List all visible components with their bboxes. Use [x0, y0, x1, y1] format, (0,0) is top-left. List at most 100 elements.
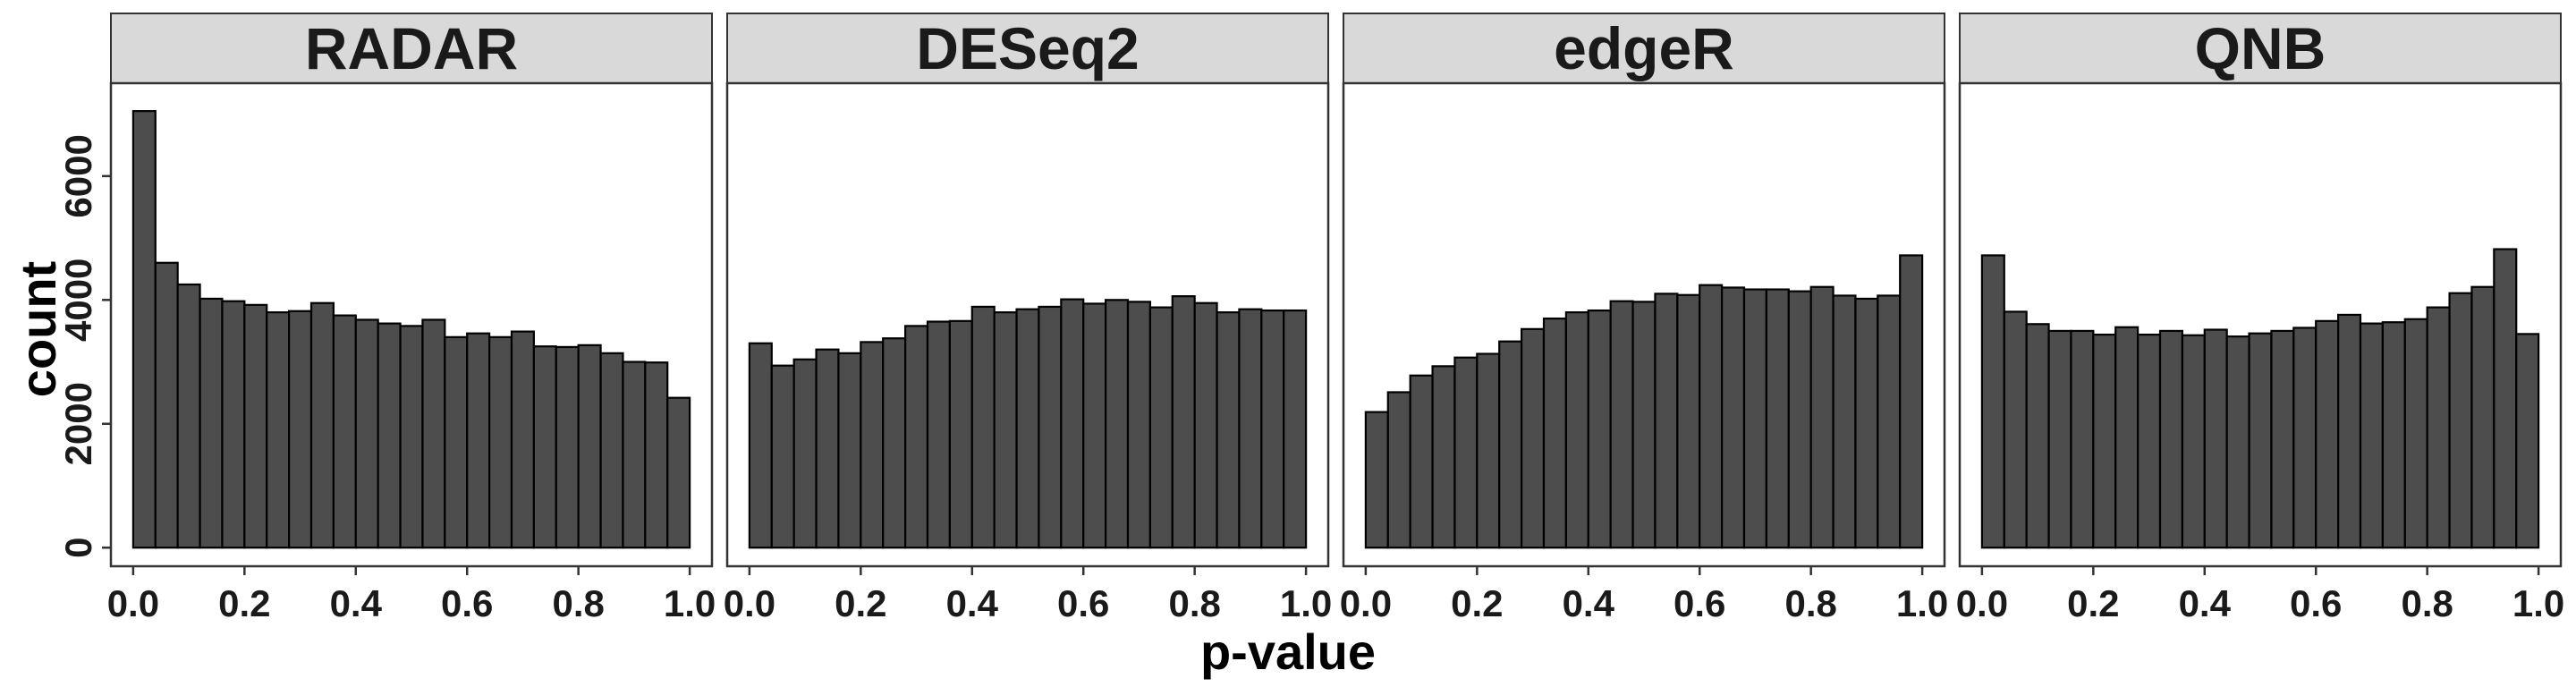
bar-edger-13	[1654, 293, 1679, 549]
bar-edger-7	[1521, 327, 1546, 549]
bar-radar-14	[444, 335, 469, 549]
bar-edger-5	[1476, 352, 1501, 549]
bar-deseq2-0	[748, 342, 773, 549]
strip-label-qnb: QNB	[2195, 15, 2326, 81]
bar-edger-10	[1587, 309, 1612, 549]
panel-deseq2: DESeq2 0.0 0.2 0.4 0.6 0.8 1.0	[724, 13, 1332, 624]
panel-border-deseq2	[725, 81, 1330, 568]
bar-qnb-7	[2137, 333, 2162, 549]
bar-edger-19	[1787, 290, 1812, 549]
x-tick-label: 0.0	[1956, 582, 2008, 624]
bar-radar-4	[221, 300, 246, 549]
x-tick-label: 0.6	[1674, 582, 1725, 624]
x-tick-label: 0.6	[1057, 582, 1109, 624]
x-tick-label: 0.6	[2290, 582, 2342, 624]
bar-qnb-3	[2047, 329, 2072, 549]
bar-edger-3	[1431, 365, 1456, 549]
bar-qnb-11	[2225, 335, 2250, 549]
x-tick-label: 0.4	[330, 582, 383, 624]
bar-edger-11	[1609, 300, 1634, 549]
bar-qnb-16	[2337, 313, 2362, 549]
x-tick-label: 0.6	[441, 582, 493, 624]
bar-deseq2-5	[860, 341, 885, 549]
bar-qnb-24	[2515, 333, 2540, 549]
bar-qnb-14	[2292, 327, 2318, 549]
bar-edger-21	[1832, 294, 1857, 549]
bar-radar-16	[488, 335, 513, 549]
bar-radar-3	[199, 297, 224, 549]
panel-border-radar	[109, 81, 714, 568]
bar-edger-16	[1721, 286, 1746, 549]
bar-edger-0	[1364, 411, 1389, 549]
bar-deseq2-20	[1193, 301, 1218, 549]
bar-deseq2-2	[792, 358, 818, 549]
strip-label-deseq2: DESeq2	[916, 15, 1139, 81]
bar-qnb-9	[2181, 334, 2206, 549]
bar-edger-14	[1676, 293, 1701, 549]
bar-deseq2-17	[1126, 301, 1151, 549]
x-tick-label: 0.8	[552, 582, 604, 624]
bar-deseq2-6	[882, 337, 907, 549]
x-tick-label: 1.0	[1896, 582, 1948, 624]
panels: RADAR 0.0 0.2 0.4 0.6 0.8 1.0 DESeq2 0.0 0.2 0.4 0.…	[107, 13, 2564, 624]
x-tick-label: 0.4	[2179, 582, 2232, 624]
y-tick-label: 4000	[57, 259, 99, 342]
strip-label-radar: RADAR	[305, 15, 518, 81]
bar-edger-15	[1699, 284, 1724, 549]
bar-deseq2-19	[1171, 295, 1196, 549]
bar-radar-8	[309, 301, 335, 549]
bar-radar-1	[154, 261, 179, 549]
x-tick-label: 1.0	[1280, 582, 1332, 624]
bar-qnb-15	[2315, 319, 2340, 549]
bar-edger-4	[1453, 356, 1479, 549]
bar-qnb-5	[2092, 333, 2117, 549]
bar-radar-19	[555, 345, 580, 549]
bar-edger-18	[1765, 288, 1790, 549]
strip-label-edger: edgeR	[1554, 15, 1734, 81]
bar-radar-23	[644, 361, 669, 549]
x-tick-label: 0.0	[107, 582, 159, 624]
x-tick-label: 0.2	[2067, 582, 2119, 624]
bar-deseq2-23	[1260, 309, 1285, 549]
bar-deseq2-8	[926, 320, 951, 549]
bar-qnb-18	[2381, 321, 2406, 549]
bar-deseq2-1	[770, 364, 795, 549]
bar-edger-24	[1899, 254, 1924, 549]
panel-qnb: QNB 0.0 0.2 0.4 0.6 0.8 1.0	[1956, 13, 2564, 624]
y-tick-label: 0	[57, 538, 99, 558]
bar-qnb-21	[2448, 292, 2473, 549]
x-tick-label: 0.8	[1168, 582, 1220, 624]
bar-radar-18	[532, 345, 557, 549]
x-tick-label: 0.8	[1784, 582, 1836, 624]
bar-edger-20	[1809, 285, 1835, 549]
bar-deseq2-3	[815, 348, 840, 549]
bar-deseq2-10	[970, 305, 996, 549]
bar-edger-1	[1386, 391, 1411, 549]
bar-edger-9	[1564, 311, 1589, 549]
x-tick-label: 0.4	[1563, 582, 1615, 624]
bar-deseq2-15	[1082, 302, 1107, 549]
bar-qnb-8	[2158, 329, 2183, 549]
bar-deseq2-24	[1283, 309, 1308, 549]
bar-deseq2-21	[1216, 311, 1241, 549]
panel-radar: RADAR 0.0 0.2 0.4 0.6 0.8 1.0	[107, 13, 716, 624]
bar-deseq2-7	[904, 325, 929, 549]
bar-qnb-12	[2248, 332, 2273, 549]
x-tick-label: 0.0	[1340, 582, 1392, 624]
bar-qnb-22	[2470, 285, 2496, 549]
bar-qnb-23	[2493, 248, 2518, 549]
x-tick-label: 1.0	[2512, 582, 2564, 624]
bar-radar-22	[622, 360, 647, 549]
x-tick-label: 0.0	[724, 582, 775, 624]
bar-radar-10	[354, 318, 379, 549]
bar-radar-0	[131, 110, 157, 549]
bar-edger-23	[1877, 294, 1902, 549]
panel-border-edger	[1342, 81, 1946, 568]
strip-qnb	[1959, 13, 2562, 84]
y-tick-label: 6000	[57, 134, 99, 217]
x-axis-title: p-value	[1200, 623, 1376, 680]
bar-deseq2-12	[1015, 308, 1040, 549]
y-axis-title: count	[10, 261, 66, 397]
bar-radar-9	[332, 314, 357, 549]
